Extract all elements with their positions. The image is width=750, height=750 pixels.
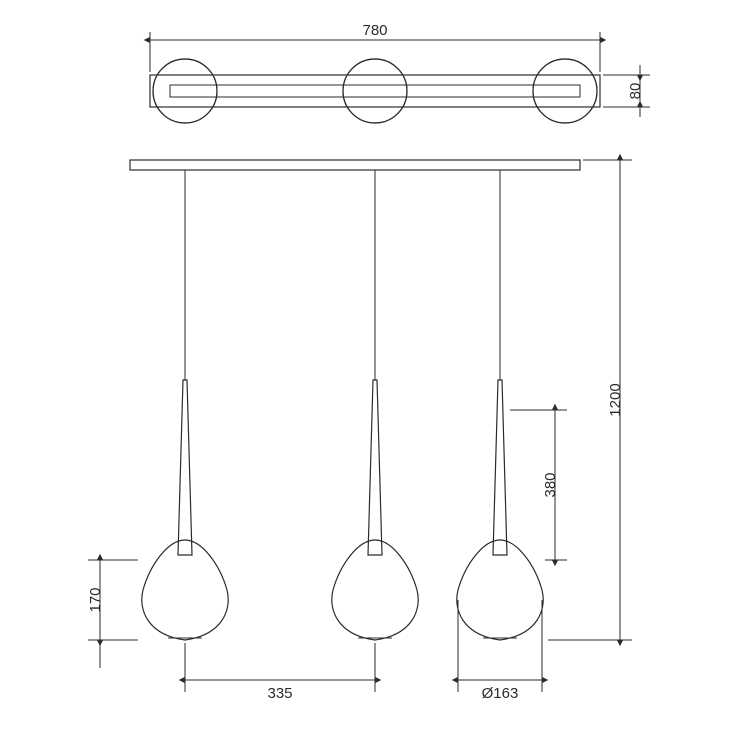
- technical-drawing: { "meta": { "type": "engineering-dimensi…: [0, 0, 750, 750]
- dim-label-170: 170: [87, 587, 104, 612]
- dim-163: Ø163: [458, 600, 542, 702]
- dim-label-80: 80: [627, 83, 644, 100]
- dim-335: 335: [185, 643, 375, 702]
- dim-label-163: Ø163: [482, 685, 519, 702]
- dim-380: 380: [510, 410, 567, 560]
- dim-780: 780: [150, 22, 600, 72]
- front-view: 1200 380 170 335 Ø163: [87, 160, 632, 702]
- dim-1200: 1200: [548, 160, 632, 640]
- pendant-2: [332, 170, 418, 640]
- canopy-slot: [170, 85, 580, 97]
- dim-170: 170: [87, 560, 138, 668]
- pendant-3: [457, 170, 543, 640]
- canopy-plate: [130, 160, 580, 170]
- dim-label-1200: 1200: [607, 383, 624, 416]
- dim-label-380: 380: [542, 472, 559, 497]
- top-view: 780 80: [150, 22, 650, 123]
- pendant-1: [142, 170, 228, 640]
- drawing-canvas: 780 80: [0, 0, 750, 750]
- dim-label-335: 335: [267, 685, 292, 702]
- dim-80: 80: [603, 65, 650, 117]
- dim-label-780: 780: [362, 22, 387, 39]
